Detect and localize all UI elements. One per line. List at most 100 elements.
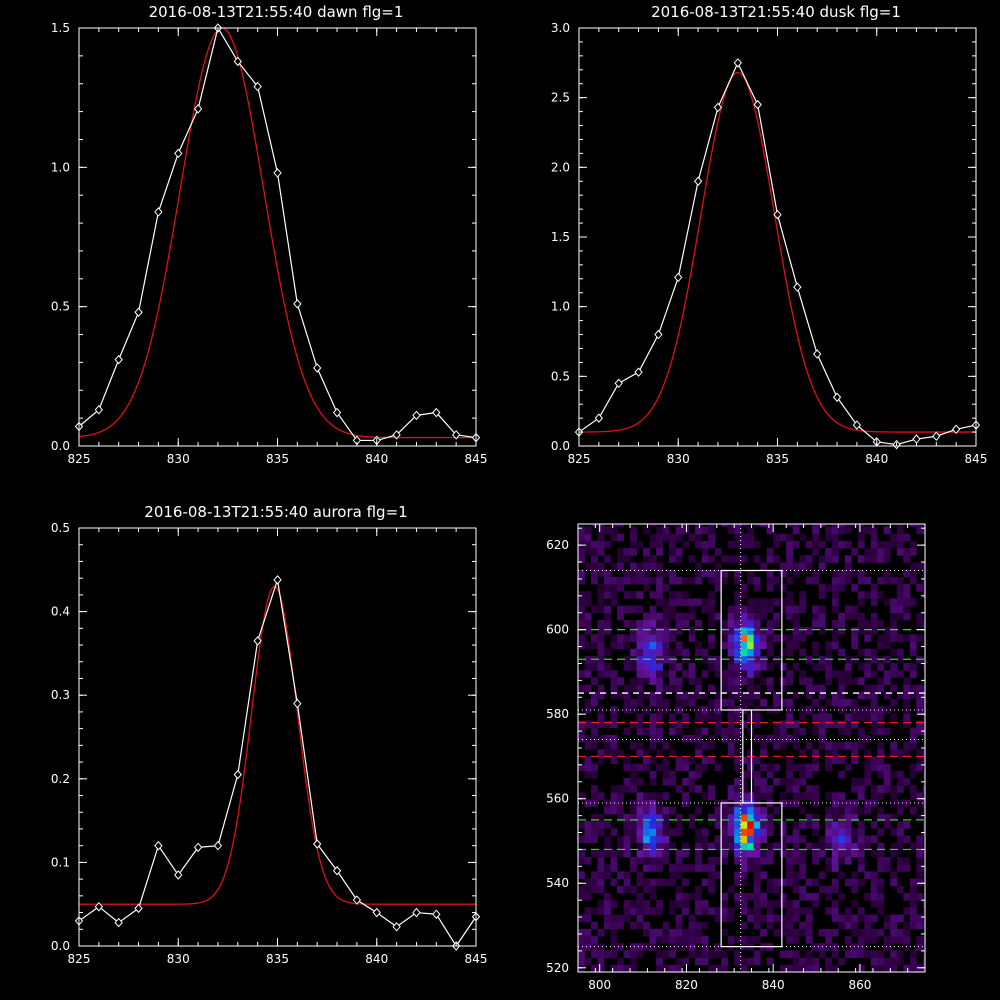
heatmap-pixel [851, 612, 859, 621]
heatmap-pixel [734, 641, 742, 650]
heatmap-pixel [708, 576, 716, 585]
heatmap-pixel [812, 648, 820, 657]
heatmap-pixel [922, 799, 925, 808]
heatmap-pixel [617, 835, 624, 844]
heatmap-pixel [734, 569, 742, 578]
heatmap-pixel [636, 763, 644, 772]
heatmap-pixel [812, 821, 820, 829]
heatmap-pixel [773, 533, 781, 542]
heatmap-pixel [623, 871, 631, 879]
heatmap-pixel [591, 540, 598, 549]
heatmap-pixel [753, 648, 761, 657]
heatmap-pixel [857, 691, 865, 700]
heatmap-pixel [799, 964, 807, 972]
heatmap-pixel [656, 698, 663, 707]
heatmap-pixel [656, 569, 663, 578]
panel-title: 2016-08-13T21:55:40 aurora flg=1 [144, 503, 407, 521]
heatmap-pixel [701, 569, 709, 578]
heatmap-pixel [695, 928, 703, 937]
heatmap-pixel [584, 684, 592, 693]
heatmap-pixel [831, 584, 839, 592]
heatmap-pixel [760, 677, 768, 685]
heatmap-pixel [916, 964, 924, 972]
heatmap-pixel [753, 914, 761, 923]
heatmap-pixel [916, 634, 924, 642]
heatmap-pixel [688, 698, 696, 707]
heatmap-pixel [877, 770, 885, 779]
heatmap-pixel [753, 806, 761, 815]
heatmap-pixel [844, 799, 852, 808]
heatmap-pixel [734, 598, 742, 606]
heatmap-pixel [734, 634, 742, 642]
heatmap-pixel [695, 641, 703, 650]
heatmap-pixel [799, 648, 807, 657]
heatmap-pixel [838, 540, 846, 549]
heatmap-pixel [656, 964, 663, 972]
heatmap-pixel [851, 842, 859, 851]
heatmap-pixel [662, 950, 670, 959]
y-tick-label: 2.5 [551, 91, 570, 105]
heatmap-pixel [844, 878, 852, 887]
heatmap-pixel [831, 806, 839, 815]
heatmap-pixel [714, 548, 722, 556]
heatmap-pixel [740, 828, 748, 836]
heatmap-pixel [669, 871, 676, 879]
heatmap-pixel [708, 878, 716, 887]
heatmap-pixel [584, 655, 592, 664]
heatmap-pixel [747, 763, 755, 772]
heatmap-pixel [792, 857, 800, 865]
heatmap-pixel [760, 598, 768, 606]
heatmap-pixel [799, 713, 807, 721]
heatmap-pixel [643, 849, 650, 858]
heatmap-pixel [701, 950, 709, 959]
heatmap-pixel [591, 785, 598, 793]
fit-curve [79, 585, 476, 905]
heatmap-pixel [760, 634, 768, 642]
fit-curve [78, 27, 476, 439]
heatmap-pixel [825, 584, 833, 592]
heatmap-pixel [870, 871, 878, 879]
heatmap-pixel [766, 763, 774, 772]
heatmap-pixel [669, 950, 676, 959]
heatmap-pixel [877, 677, 885, 685]
heatmap-pixel [883, 914, 891, 923]
heatmap-pixel [792, 742, 800, 750]
data-point-marker [293, 299, 302, 309]
heatmap-pixel [708, 555, 716, 563]
heatmap-pixel [812, 533, 820, 542]
heatmap-pixel [766, 598, 774, 606]
heatmap-pixel [922, 749, 925, 757]
heatmap-pixel [753, 900, 761, 908]
heatmap-pixel [649, 663, 657, 671]
heatmap-pixel [786, 612, 794, 621]
heatmap-pixel [688, 533, 696, 542]
heatmap-pixel [669, 928, 676, 937]
heatmap-pixel [753, 892, 761, 901]
y-tick-label: 2.0 [551, 160, 570, 174]
heatmap-pixel [656, 835, 663, 844]
heatmap-pixel [799, 835, 807, 844]
heatmap-pixel [714, 835, 722, 844]
heatmap-pixel [708, 713, 716, 721]
heatmap-pixel [864, 842, 872, 851]
data-point-marker [154, 207, 163, 217]
heatmap-pixel [877, 907, 885, 915]
heatmap-pixel [799, 864, 807, 872]
heatmap-pixel [922, 900, 925, 908]
heatmap-pixel [649, 540, 657, 549]
heatmap-pixel [630, 770, 637, 779]
heatmap-pixel [630, 706, 637, 714]
heatmap-pixel [825, 641, 833, 650]
heatmap-pixel [584, 828, 592, 836]
heatmap-pixel [838, 720, 846, 729]
heatmap-pixel [740, 670, 748, 678]
heatmap-pixel [877, 900, 885, 908]
heatmap-pixel [701, 670, 709, 678]
heatmap-pixel [753, 957, 761, 966]
heatmap-pixel [630, 569, 637, 578]
heatmap-pixel [916, 720, 924, 729]
heatmap-pixel [857, 524, 865, 527]
heatmap-pixel [656, 734, 663, 743]
heatmap-pixel [870, 792, 878, 800]
heatmap-pixel [805, 957, 813, 966]
